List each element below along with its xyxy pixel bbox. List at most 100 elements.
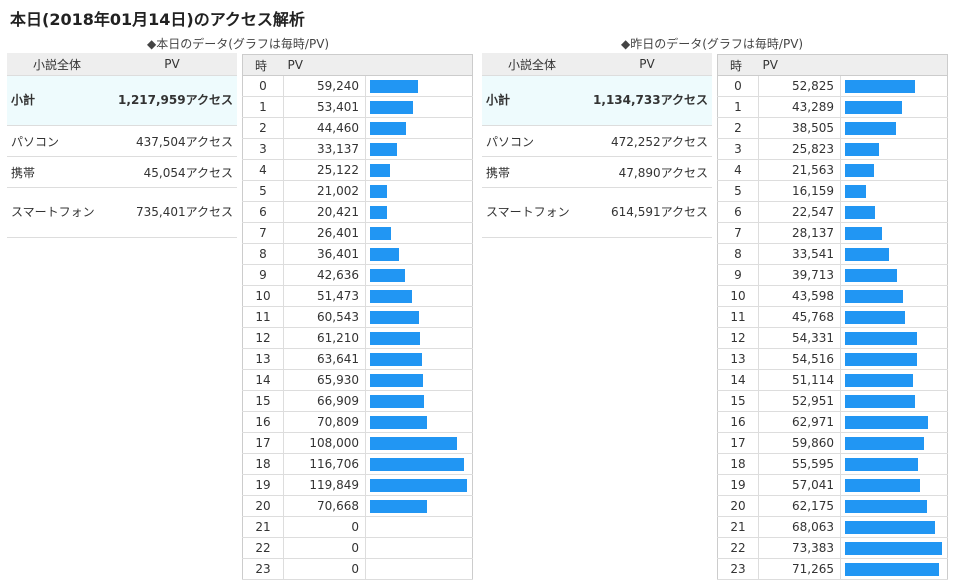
hourly-row: 14 51,114	[717, 369, 948, 391]
yesterday-summary-table: 小説全体 PV 小計 1,134,733アクセス パソコン 472,252アクセ…	[482, 53, 712, 238]
pv-bar	[845, 457, 918, 471]
bar-cell	[365, 117, 473, 139]
bar-cell	[365, 474, 473, 496]
pv-cell: 70,809	[283, 411, 366, 433]
hour-cell: 11	[717, 306, 759, 328]
hourly-row: 17 59,860	[717, 432, 948, 454]
summary-label: 携帯	[7, 156, 107, 188]
pv-cell: 33,541	[758, 243, 841, 265]
hourly-row: 2 38,505	[717, 117, 948, 139]
bar-cell	[365, 285, 473, 307]
hourly-row: 15 66,909	[242, 390, 473, 412]
hour-cell: 9	[242, 264, 284, 286]
pv-cell: 65,930	[283, 369, 366, 391]
pv-bar	[370, 478, 467, 492]
pv-bar	[370, 163, 390, 177]
pv-bar	[845, 205, 875, 219]
hourly-row: 6 20,421	[242, 201, 473, 223]
hourly-row: 16 70,809	[242, 411, 473, 433]
pv-cell: 71,265	[758, 558, 841, 580]
hourly-row: 14 65,930	[242, 369, 473, 391]
pv-bar	[845, 394, 915, 408]
bar-cell	[365, 327, 473, 349]
hour-cell: 0	[242, 75, 284, 97]
hour-cell: 2	[717, 117, 759, 139]
hour-cell: 1	[717, 96, 759, 118]
yesterday-summary-subtotal: 小計 1,134,733アクセス	[482, 75, 712, 126]
hourly-row: 18 116,706	[242, 453, 473, 475]
hourly-row: 9 39,713	[717, 264, 948, 286]
pv-cell: 116,706	[283, 453, 366, 475]
pv-cell: 0	[283, 516, 366, 538]
pv-cell: 0	[283, 537, 366, 559]
hour-cell: 17	[242, 432, 284, 454]
hour-cell: 18	[717, 453, 759, 475]
pv-cell: 68,063	[758, 516, 841, 538]
bar-cell	[840, 327, 948, 349]
bar-cell	[840, 411, 948, 433]
pv-cell: 20,421	[283, 201, 366, 223]
pv-bar	[845, 184, 866, 198]
hourly-row: 0 59,240	[242, 75, 473, 97]
pv-bar	[370, 436, 457, 450]
pv-bar	[370, 121, 406, 135]
bar-cell	[365, 411, 473, 433]
pv-bar	[845, 268, 897, 282]
yesterday-summary-smartphone: スマートフォン 614,591アクセス	[482, 187, 712, 238]
summary-label: スマートフォン	[482, 187, 582, 238]
summary-value: 735,401アクセス	[107, 187, 237, 238]
summary-value: 437,504アクセス	[107, 125, 237, 157]
bar-cell	[840, 306, 948, 328]
bar-cell	[840, 369, 948, 391]
pv-bar	[370, 268, 405, 282]
pv-cell: 53,401	[283, 96, 366, 118]
pv-bar	[370, 394, 424, 408]
pv-cell: 62,971	[758, 411, 841, 433]
pv-cell: 42,636	[283, 264, 366, 286]
summary-label: スマートフォン	[7, 187, 107, 238]
hourly-row: 13 54,516	[717, 348, 948, 370]
bar-cell	[365, 306, 473, 328]
hour-cell: 10	[717, 285, 759, 307]
hourly-row: 5 16,159	[717, 180, 948, 202]
hourly-row: 3 25,823	[717, 138, 948, 160]
hour-cell: 19	[717, 474, 759, 496]
hour-cell: 23	[717, 558, 759, 580]
pv-bar	[845, 352, 917, 366]
pv-cell: 33,137	[283, 138, 366, 160]
pv-bar	[845, 520, 935, 534]
bar-cell	[365, 222, 473, 244]
hourly-row: 21 68,063	[717, 516, 948, 538]
hourly-row: 9 42,636	[242, 264, 473, 286]
hour-cell: 23	[242, 558, 284, 580]
pv-bar	[370, 289, 412, 303]
pv-cell: 70,668	[283, 495, 366, 517]
pv-bar	[845, 499, 927, 513]
hourly-row: 3 33,137	[242, 138, 473, 160]
hour-cell: 21	[242, 516, 284, 538]
pv-cell: 21,002	[283, 180, 366, 202]
today-summary-pc: パソコン 437,504アクセス	[7, 125, 237, 157]
bar-cell	[840, 516, 948, 538]
hourly-row: 0 52,825	[717, 75, 948, 97]
pv-bar	[845, 415, 928, 429]
hourly-row: 23 71,265	[717, 558, 948, 580]
hourly-row: 11 60,543	[242, 306, 473, 328]
pv-cell: 66,909	[283, 390, 366, 412]
pv-cell: 52,825	[758, 75, 841, 97]
hourly-row: 1 43,289	[717, 96, 948, 118]
hour-cell: 16	[242, 411, 284, 433]
pv-cell: 73,383	[758, 537, 841, 559]
hourly-row: 21 0	[242, 516, 473, 538]
pv-bar	[845, 121, 896, 135]
pv-cell: 51,473	[283, 285, 366, 307]
pv-bar	[845, 247, 889, 261]
hour-cell: 6	[242, 201, 284, 223]
hour-cell: 21	[717, 516, 759, 538]
pv-cell: 28,137	[758, 222, 841, 244]
pv-cell: 55,595	[758, 453, 841, 475]
summary-header-pv: PV	[582, 53, 712, 76]
pv-cell: 61,210	[283, 327, 366, 349]
summary-value: 614,591アクセス	[582, 187, 712, 238]
pv-bar	[370, 184, 387, 198]
